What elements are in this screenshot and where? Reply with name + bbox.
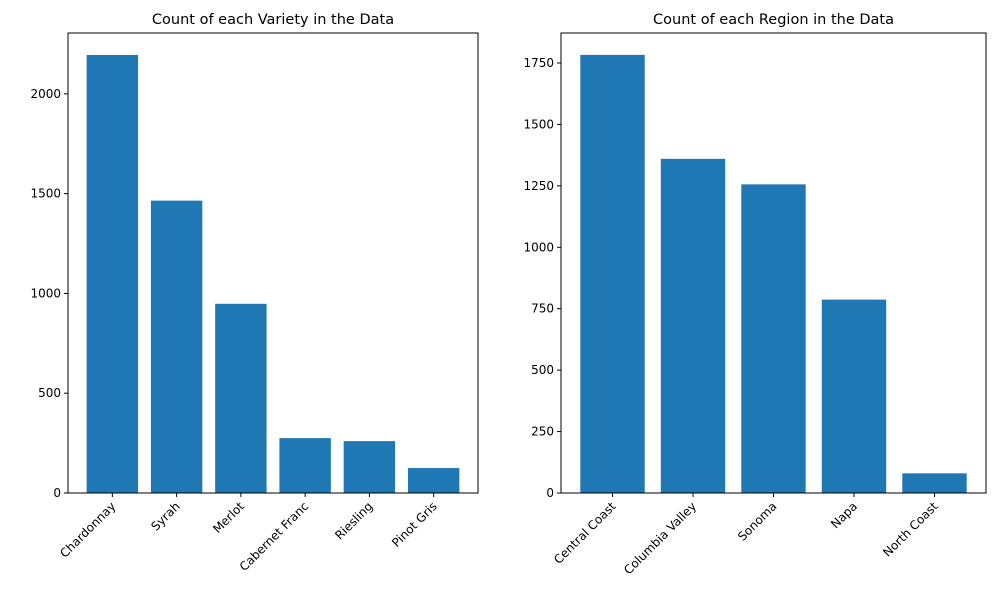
- variety-bar: [343, 441, 396, 493]
- variety-y-tick-label: 1500: [30, 187, 61, 201]
- variety-chart-title: Count of each Variety in the Data: [152, 12, 394, 28]
- region-y-tick-label: 250: [531, 425, 554, 439]
- variety-y-tick-label: 1000: [30, 286, 61, 300]
- region-bar: [821, 299, 887, 493]
- region-y-tick-label: 1500: [523, 117, 554, 131]
- region-chart-title: Count of each Region in the Data: [653, 12, 894, 28]
- variety-x-tick-label: Pinot Gris: [389, 499, 440, 550]
- variety-x-tick-label: Cabernet Franc: [237, 499, 312, 574]
- variety-bar: [407, 468, 460, 493]
- region-y-tick-label: 0: [546, 486, 554, 500]
- region-x-tick-label: North Coast: [880, 499, 941, 560]
- region-x-tick-label: Central Coast: [551, 499, 619, 567]
- region-bar: [741, 184, 806, 493]
- variety-y-tick-label: 0: [53, 486, 61, 500]
- region-x-tick-label: Napa: [828, 499, 860, 531]
- variety-bar: [215, 303, 267, 493]
- region-axes-frame: [560, 32, 987, 494]
- variety-bar: [86, 54, 139, 494]
- variety-axes-frame: [67, 32, 479, 494]
- region-bar: [660, 158, 726, 494]
- region-bar: [580, 54, 645, 493]
- variety-chart: Count of each Variety in the Data Chardo…: [30, 12, 479, 574]
- variety-x-tick-label: Merlot: [210, 499, 247, 536]
- variety-bar: [279, 438, 331, 493]
- region-bar: [902, 473, 967, 493]
- region-y-tick-label: 1000: [523, 240, 554, 254]
- region-y-tick-label: 500: [531, 363, 554, 377]
- region-x-tick-label: Columbia Valley: [621, 499, 699, 577]
- region-chart: Count of each Region in the Data Central…: [523, 12, 987, 577]
- variety-x-tick-label: Syrah: [148, 499, 182, 533]
- region-y-tick-label: 1750: [523, 56, 554, 70]
- region-y-tick-label: 1250: [523, 179, 554, 193]
- region-x-tick-label: Sonoma: [735, 499, 780, 544]
- variety-x-tick-label: Chardonnay: [57, 499, 118, 560]
- region-y-tick-label: 750: [531, 302, 554, 316]
- variety-y-tick-label: 2000: [30, 87, 61, 101]
- variety-bar: [150, 200, 203, 494]
- variety-x-tick-label: Riesling: [332, 499, 375, 542]
- variety-y-tick-label: 500: [38, 386, 61, 400]
